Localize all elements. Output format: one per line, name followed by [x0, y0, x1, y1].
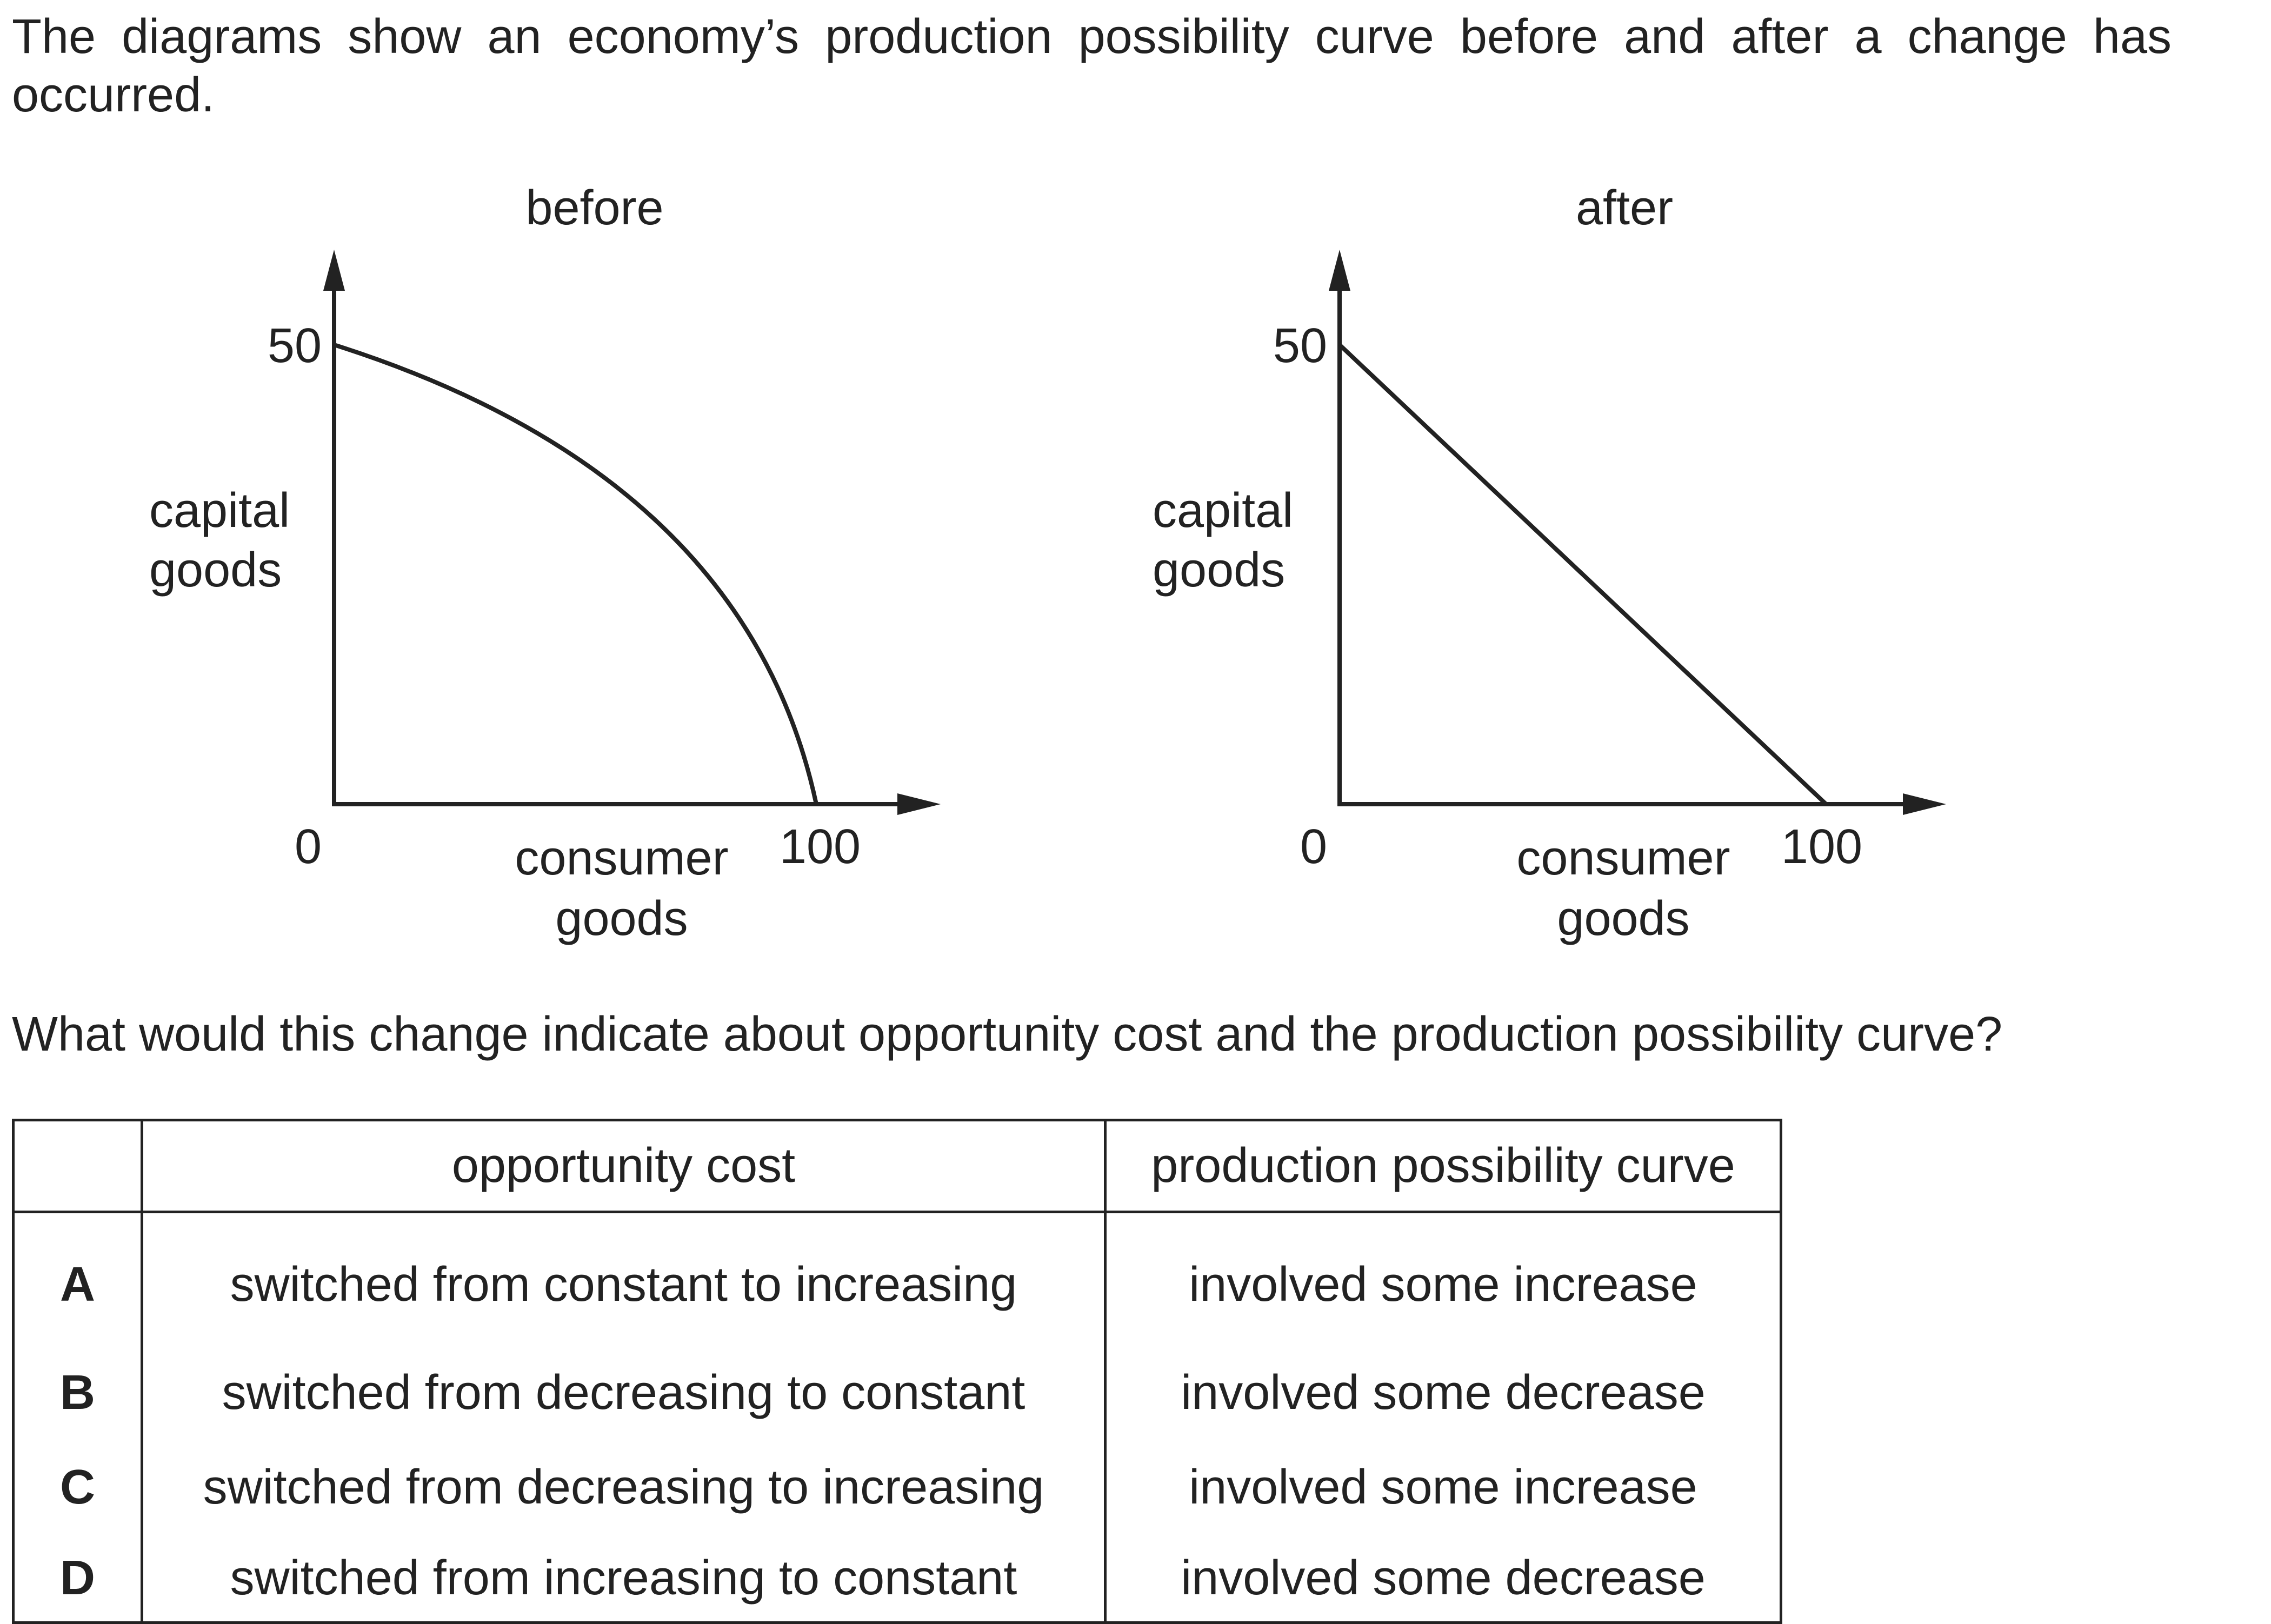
x-axis-label: consumer [515, 831, 728, 885]
option-letter: D [12, 1535, 143, 1624]
option-row-a[interactable]: A switched from constant to increasing i… [12, 1212, 1782, 1346]
option-ppc: involved some increase [1104, 1212, 1782, 1346]
origin-label: 0 [295, 820, 322, 874]
option-row-d[interactable]: D switched from increasing to constant i… [12, 1535, 1782, 1624]
question-text: What would this change indicate about op… [12, 1007, 2003, 1061]
header-opportunity-cost: opportunity cost [141, 1119, 1107, 1213]
header-ppc: production possibility curve [1104, 1119, 1782, 1213]
option-ppc: involved some increase [1104, 1440, 1782, 1535]
x-intercept-label: 100 [780, 820, 861, 874]
y-axis-arrow [323, 250, 345, 291]
diagram-before: before 50 capital goods 0 100 consumer g… [149, 181, 941, 946]
ppc-line [1338, 343, 1828, 806]
option-ppc: involved some decrease [1104, 1346, 1782, 1440]
x-axis-label: goods [555, 892, 688, 946]
diagram-after: after 50 capital goods 0 100 consumer go… [1153, 181, 1946, 946]
intro-text: The diagrams show an economy’s productio… [12, 10, 2172, 122]
y-axis-arrow [1329, 250, 1350, 291]
y-axis-label: goods [149, 543, 282, 597]
header-letter [12, 1119, 143, 1213]
option-opportunity-cost: switched from decreasing to increasing [141, 1440, 1107, 1535]
option-letter: C [12, 1440, 143, 1535]
y-axis-label: capital [1153, 484, 1293, 538]
option-opportunity-cost: switched from constant to increasing [141, 1212, 1107, 1346]
y-axis-label: capital [149, 484, 290, 538]
option-letter: A [12, 1212, 143, 1346]
option-opportunity-cost: switched from decreasing to constant [141, 1346, 1107, 1440]
x-axis-arrow [897, 793, 941, 815]
origin-label: 0 [1300, 820, 1327, 874]
y-intercept-label: 50 [1273, 319, 1327, 373]
option-opportunity-cost: switched from increasing to constant [141, 1535, 1107, 1624]
option-row-b[interactable]: B switched from decreasing to constant i… [12, 1346, 1782, 1440]
y-intercept-label: 50 [268, 319, 322, 373]
ppc-curve [333, 343, 818, 805]
table-header-row: opportunity cost production possibility … [12, 1119, 1782, 1213]
diagram-title: before [525, 181, 663, 235]
diagram-title: after [1576, 181, 1673, 235]
option-row-c[interactable]: C switched from decreasing to increasing… [12, 1440, 1782, 1535]
ppc-diagrams: before 50 capital goods 0 100 consumer g… [149, 181, 1946, 946]
y-axis-label: goods [1153, 543, 1285, 597]
x-axis-label: goods [1557, 892, 1689, 946]
x-axis-arrow [1903, 793, 1946, 815]
option-letter: B [12, 1346, 143, 1440]
x-intercept-label: 100 [1781, 820, 1862, 874]
option-ppc: involved some decrease [1104, 1535, 1782, 1624]
answer-options-table: opportunity cost production possibility … [12, 1119, 1782, 1624]
x-axis-label: consumer [1516, 831, 1730, 885]
